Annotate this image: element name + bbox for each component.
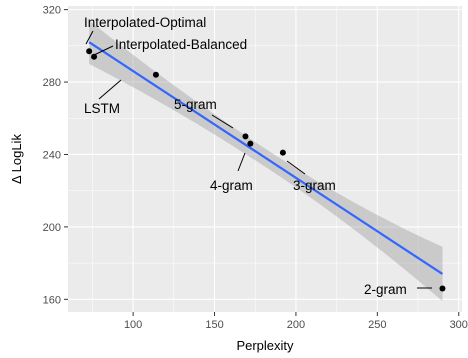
data-point — [247, 140, 254, 147]
leader-line-lstm — [98, 79, 122, 100]
y-tick-label: 240 — [43, 149, 61, 161]
leader-line-interpolated-optimal — [85, 30, 94, 45]
data-point — [91, 53, 98, 60]
x-tick-label: 200 — [287, 319, 305, 331]
label-leader-lines — [85, 30, 432, 289]
point-label: 4-gram — [210, 178, 253, 193]
y-tick-label: 160 — [43, 294, 61, 306]
point-labels: Interpolated-Optimal Interpolated-Balance… — [84, 15, 407, 297]
x-tick-label: 150 — [205, 319, 223, 331]
major-gridlines — [68, 6, 462, 312]
leader-line-4-gram — [237, 152, 246, 172]
x-tick-label: 300 — [450, 319, 468, 331]
x-axis-ticks: 100 150 200 250 300 — [124, 312, 468, 331]
y-tick-label: 320 — [43, 5, 61, 17]
y-axis-ticks: 160 200 240 280 320 — [43, 5, 68, 306]
point-label: 3-gram — [293, 178, 336, 193]
point-label: 2-gram — [364, 282, 407, 297]
leader-line-5-gram — [211, 114, 234, 129]
confidence-band — [89, 20, 443, 302]
data-point — [86, 48, 93, 55]
data-point — [152, 71, 159, 78]
data-point — [242, 133, 249, 140]
leader-line-interpolated-balanced — [93, 45, 114, 56]
data-point — [439, 285, 446, 292]
y-tick-label: 280 — [43, 77, 61, 89]
data-points — [86, 48, 446, 292]
point-label: Interpolated-Optimal — [84, 15, 206, 30]
point-label: LSTM — [84, 101, 120, 116]
regression-line — [88, 41, 444, 275]
y-tick-label: 200 — [43, 222, 61, 234]
point-label: 5-gram — [174, 97, 217, 112]
leader-line-3-gram — [286, 160, 306, 175]
y-axis-title: Δ LogLik — [9, 134, 24, 184]
x-axis-title: Perplexity — [236, 338, 294, 353]
x-tick-label: 100 — [124, 319, 142, 331]
x-tick-label: 250 — [368, 319, 386, 331]
point-label: Interpolated-Balanced — [115, 37, 247, 52]
data-point — [279, 149, 286, 156]
